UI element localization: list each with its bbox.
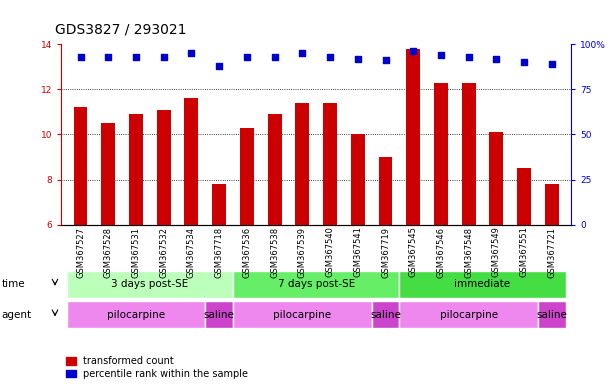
Text: GDS3827 / 293021: GDS3827 / 293021 xyxy=(55,23,186,36)
Text: GSM367718: GSM367718 xyxy=(214,227,224,278)
Bar xyxy=(268,114,282,225)
Bar xyxy=(351,134,365,225)
Bar xyxy=(400,271,566,298)
Bar xyxy=(434,83,448,225)
Text: GSM367536: GSM367536 xyxy=(243,227,251,278)
Text: GSM367721: GSM367721 xyxy=(547,227,557,278)
Text: GSM367532: GSM367532 xyxy=(159,227,168,278)
Bar xyxy=(545,184,559,225)
Point xyxy=(159,54,169,60)
Bar xyxy=(233,271,400,298)
Point xyxy=(491,56,501,62)
Text: GSM367528: GSM367528 xyxy=(104,227,113,278)
Bar xyxy=(538,301,566,328)
Text: 7 days post-SE: 7 days post-SE xyxy=(277,279,355,289)
Bar xyxy=(323,103,337,225)
Bar xyxy=(379,157,392,225)
Text: saline: saline xyxy=(203,310,235,320)
Point xyxy=(381,57,390,63)
Text: saline: saline xyxy=(370,310,401,320)
Point xyxy=(214,63,224,69)
Text: GSM367546: GSM367546 xyxy=(436,227,445,278)
Text: pilocarpine: pilocarpine xyxy=(273,310,331,320)
Text: saline: saline xyxy=(536,310,567,320)
Point xyxy=(131,54,141,60)
Point xyxy=(464,54,474,60)
Text: GSM367551: GSM367551 xyxy=(519,227,529,277)
Bar xyxy=(489,132,503,225)
Text: GSM367534: GSM367534 xyxy=(187,227,196,278)
Bar xyxy=(518,168,531,225)
Bar xyxy=(212,184,226,225)
Text: GSM367545: GSM367545 xyxy=(409,227,418,277)
Bar xyxy=(371,301,400,328)
Bar xyxy=(185,98,199,225)
Text: GSM367538: GSM367538 xyxy=(270,227,279,278)
Point xyxy=(353,56,363,62)
Text: GSM367540: GSM367540 xyxy=(326,227,335,277)
Text: GSM367541: GSM367541 xyxy=(353,227,362,277)
Bar xyxy=(233,301,371,328)
Text: 3 days post-SE: 3 days post-SE xyxy=(111,279,188,289)
Point xyxy=(408,48,418,55)
Bar xyxy=(295,103,309,225)
Point xyxy=(269,54,279,60)
Point xyxy=(298,50,307,56)
Bar xyxy=(240,127,254,225)
Point xyxy=(547,61,557,67)
Bar xyxy=(73,108,87,225)
Bar xyxy=(157,109,170,225)
Bar xyxy=(406,49,420,225)
Text: GSM367539: GSM367539 xyxy=(298,227,307,278)
Point xyxy=(325,54,335,60)
Legend: transformed count, percentile rank within the sample: transformed count, percentile rank withi… xyxy=(66,356,249,379)
Bar xyxy=(67,301,205,328)
Point xyxy=(76,54,86,60)
Point xyxy=(436,52,446,58)
Point xyxy=(519,59,529,65)
Bar xyxy=(462,83,475,225)
Bar xyxy=(400,301,538,328)
Text: GSM367719: GSM367719 xyxy=(381,227,390,278)
Text: pilocarpine: pilocarpine xyxy=(107,310,165,320)
Text: time: time xyxy=(2,279,26,289)
Point xyxy=(186,50,196,56)
Bar xyxy=(101,123,115,225)
Text: GSM367549: GSM367549 xyxy=(492,227,501,277)
Bar xyxy=(205,301,233,328)
Text: immediate: immediate xyxy=(455,279,511,289)
Text: GSM367548: GSM367548 xyxy=(464,227,473,278)
Text: pilocarpine: pilocarpine xyxy=(440,310,498,320)
Text: GSM367531: GSM367531 xyxy=(131,227,141,278)
Point xyxy=(103,54,113,60)
Point xyxy=(242,54,252,60)
Text: GSM367527: GSM367527 xyxy=(76,227,85,278)
Bar xyxy=(67,271,233,298)
Bar xyxy=(129,114,143,225)
Text: agent: agent xyxy=(2,310,32,320)
